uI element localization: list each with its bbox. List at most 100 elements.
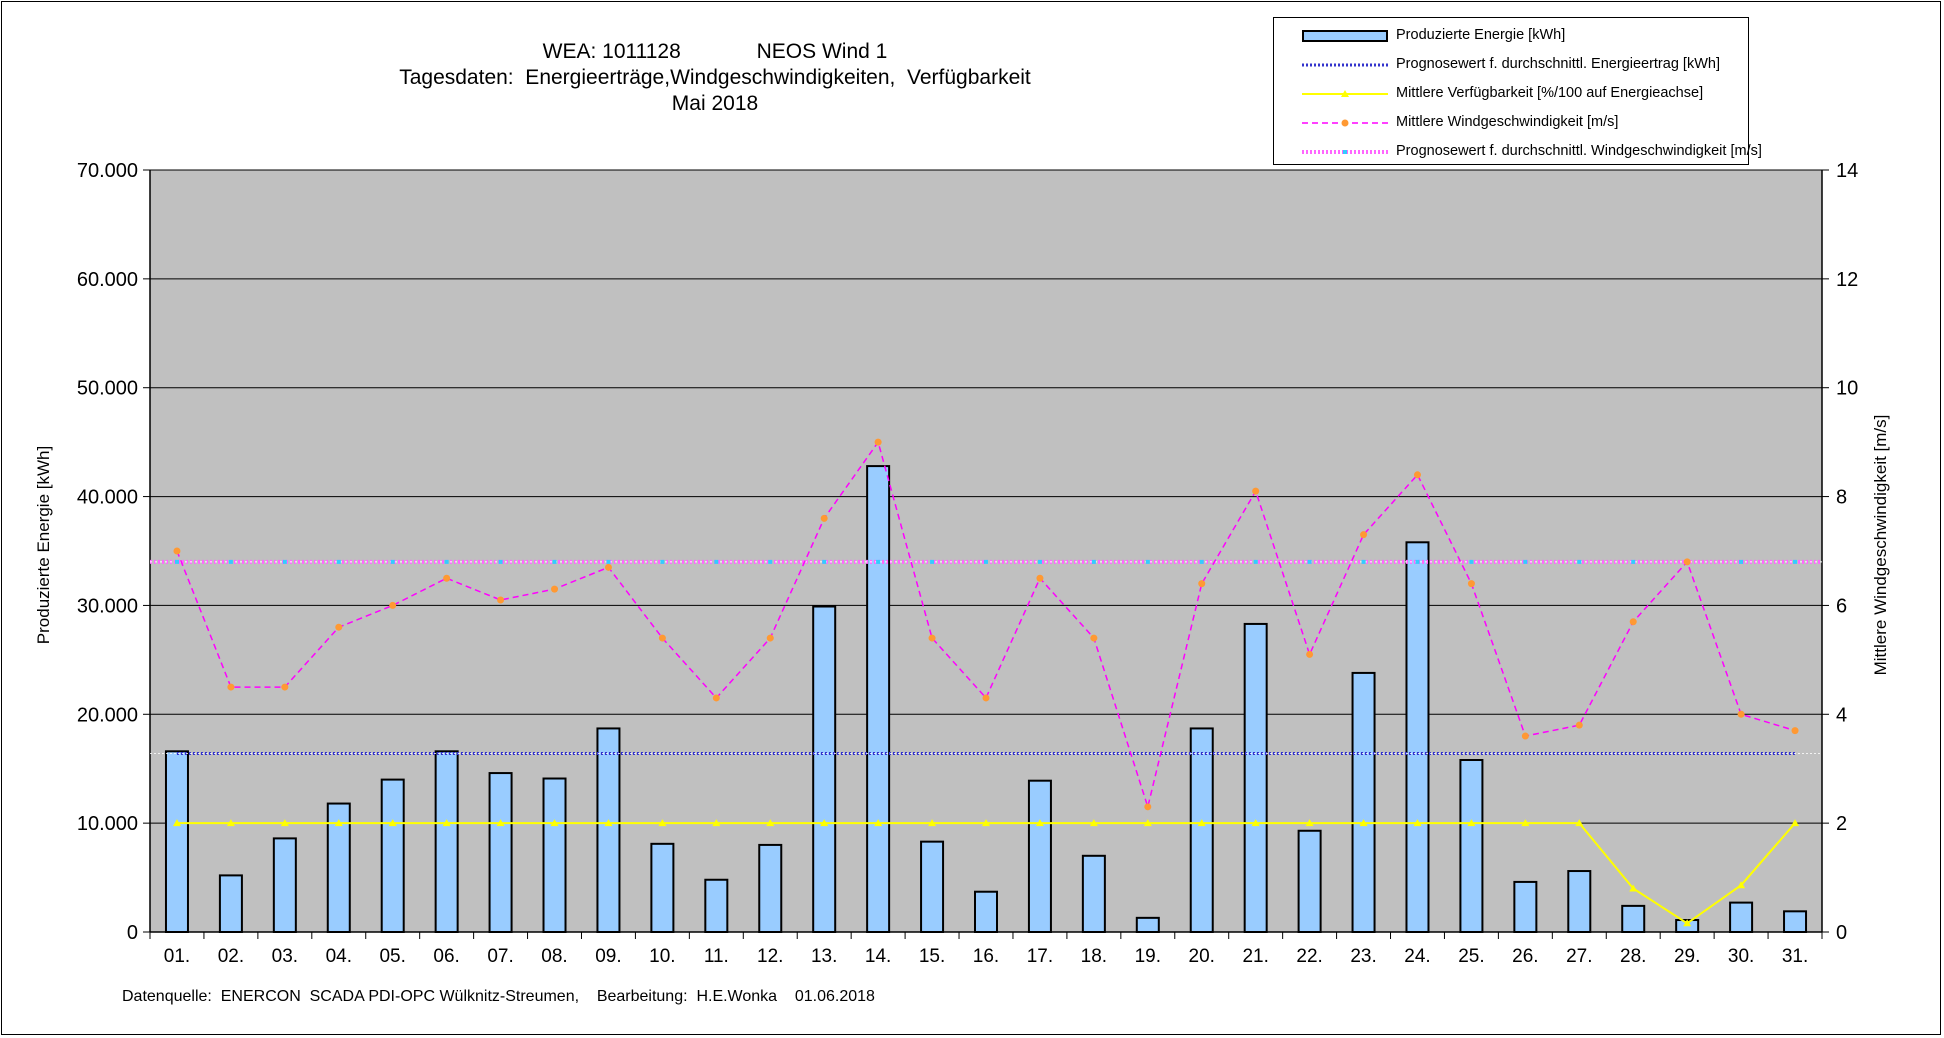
wind-speed-point	[1521, 732, 1529, 740]
wind-forecast-point	[336, 559, 341, 564]
x-tick-label: 18.	[1081, 946, 1107, 967]
availability-point	[658, 819, 667, 827]
availability-point	[1251, 819, 1260, 827]
legend-symbol	[1302, 63, 1388, 67]
wind-speed-point	[766, 634, 774, 642]
bar	[1783, 910, 1808, 933]
wind-speed-point	[389, 601, 397, 609]
availability-point	[1737, 881, 1746, 889]
y-left-tick-label: 50.000	[77, 378, 138, 400]
availability-point	[1197, 819, 1206, 827]
wind-speed-point	[1252, 487, 1260, 495]
x-tick-label: 03.	[272, 946, 298, 967]
bar	[1729, 901, 1754, 934]
legend-label: Prognosewert f. durchschnittl. Energieer…	[1396, 56, 1720, 72]
y-axis-left-label: Produzierte Energie [kWh]	[34, 445, 53, 645]
wind-speed-point	[1144, 803, 1152, 811]
bar	[1243, 622, 1268, 933]
legend-symbol	[1302, 90, 1388, 97]
y-left-tick-label: 70.000	[77, 160, 138, 182]
wind-forecast-point	[390, 559, 395, 564]
bar	[164, 750, 189, 933]
x-tick-label: 19.	[1135, 946, 1161, 967]
x-tick-label: 14.	[865, 946, 891, 967]
availability-point	[1359, 819, 1368, 827]
x-tick-label: 28.	[1620, 946, 1646, 967]
bar	[596, 727, 621, 933]
y-right-tick-label: 14	[1836, 160, 1858, 182]
availability-point	[766, 819, 775, 827]
y-right-tick-label: 2	[1836, 813, 1847, 835]
bar	[1297, 829, 1322, 934]
availability-point	[334, 819, 343, 827]
wind-forecast-point	[1415, 559, 1420, 564]
wind-forecast-point	[1037, 559, 1042, 564]
bar	[488, 772, 513, 933]
legend-label: Mittlere Verfügbarkeit [%/100 auf Energi…	[1396, 85, 1704, 101]
x-tick-label: 27.	[1566, 946, 1592, 967]
legend: Produzierte Energie [kWh] Prognosewert f.…	[1273, 17, 1762, 165]
wind-forecast-point	[552, 559, 557, 564]
bar	[1405, 541, 1430, 933]
wind-speed-point	[1575, 721, 1583, 729]
wind-forecast-point	[876, 559, 881, 564]
bar	[650, 842, 675, 934]
bar	[542, 777, 567, 933]
x-tick-label: 22.	[1296, 946, 1322, 967]
wind-speed-point	[551, 585, 559, 593]
wind-forecast-point	[1145, 559, 1150, 564]
wind-speed-point	[335, 623, 343, 631]
chart-title-line-1: WEA: 1011128 NEOS Wind 1	[542, 40, 888, 63]
wind-speed-point	[928, 634, 936, 642]
wind-speed-point	[173, 547, 181, 555]
y-left-tick-label: 10.000	[77, 813, 138, 835]
wind-forecast-point	[1091, 559, 1096, 564]
wind-speed-point	[1737, 710, 1745, 718]
x-tick-label: 15.	[919, 946, 945, 967]
x-tick-label: 29.	[1674, 946, 1700, 967]
legend-entry: Mittlere Verfügbarkeit [%/100 auf Energi…	[1274, 82, 1748, 106]
availability-point	[1467, 819, 1476, 827]
wind-forecast-point	[1523, 559, 1528, 564]
y-left-tick-label: 0	[127, 922, 138, 944]
bar	[434, 750, 459, 933]
x-tick-label: 31.	[1782, 946, 1808, 967]
wind-forecast-point	[1469, 559, 1474, 564]
availability-point	[442, 819, 451, 827]
availability-point	[982, 819, 990, 827]
bar	[1513, 880, 1538, 934]
x-tick-label: 04.	[326, 946, 352, 967]
x-tick-label: 12.	[757, 946, 783, 967]
availability-point	[280, 819, 289, 827]
wind-speed-point	[874, 438, 882, 446]
wind-forecast-point	[930, 559, 935, 564]
availability-point	[1143, 819, 1152, 827]
y-right-tick-label: 4	[1836, 704, 1847, 726]
y-right-tick-label: 8	[1836, 487, 1847, 509]
wind-forecast-point	[174, 559, 179, 564]
x-tick-label: 01.	[164, 946, 190, 967]
wind-forecast-point	[1739, 559, 1744, 564]
wind-forecast-point	[606, 559, 611, 564]
wind-speed-point	[443, 574, 451, 582]
y-left-tick-label: 20.000	[77, 704, 138, 726]
wind-speed-point	[1306, 650, 1314, 658]
availability-point	[1629, 884, 1638, 892]
x-tick-label: 11.	[704, 946, 729, 967]
wind-speed-point	[1791, 727, 1799, 735]
legend-label: Prognosewert f. durchschnittl. Windgesch…	[1396, 143, 1762, 159]
availability-point	[712, 819, 721, 827]
availability-point	[226, 819, 235, 827]
wind-forecast-point	[1631, 559, 1636, 564]
y-right-tick-label: 6	[1836, 595, 1847, 617]
wind-speed-point	[712, 694, 720, 702]
x-tick-label: 24.	[1404, 946, 1430, 967]
wind-speed-point	[1036, 574, 1044, 582]
wind-forecast-point	[1253, 559, 1258, 564]
x-tick-label: 07.	[487, 946, 513, 967]
availability-point	[874, 819, 883, 827]
wind-forecast-point	[822, 559, 827, 564]
wind-forecast-point	[444, 559, 449, 564]
bar	[1621, 904, 1646, 933]
